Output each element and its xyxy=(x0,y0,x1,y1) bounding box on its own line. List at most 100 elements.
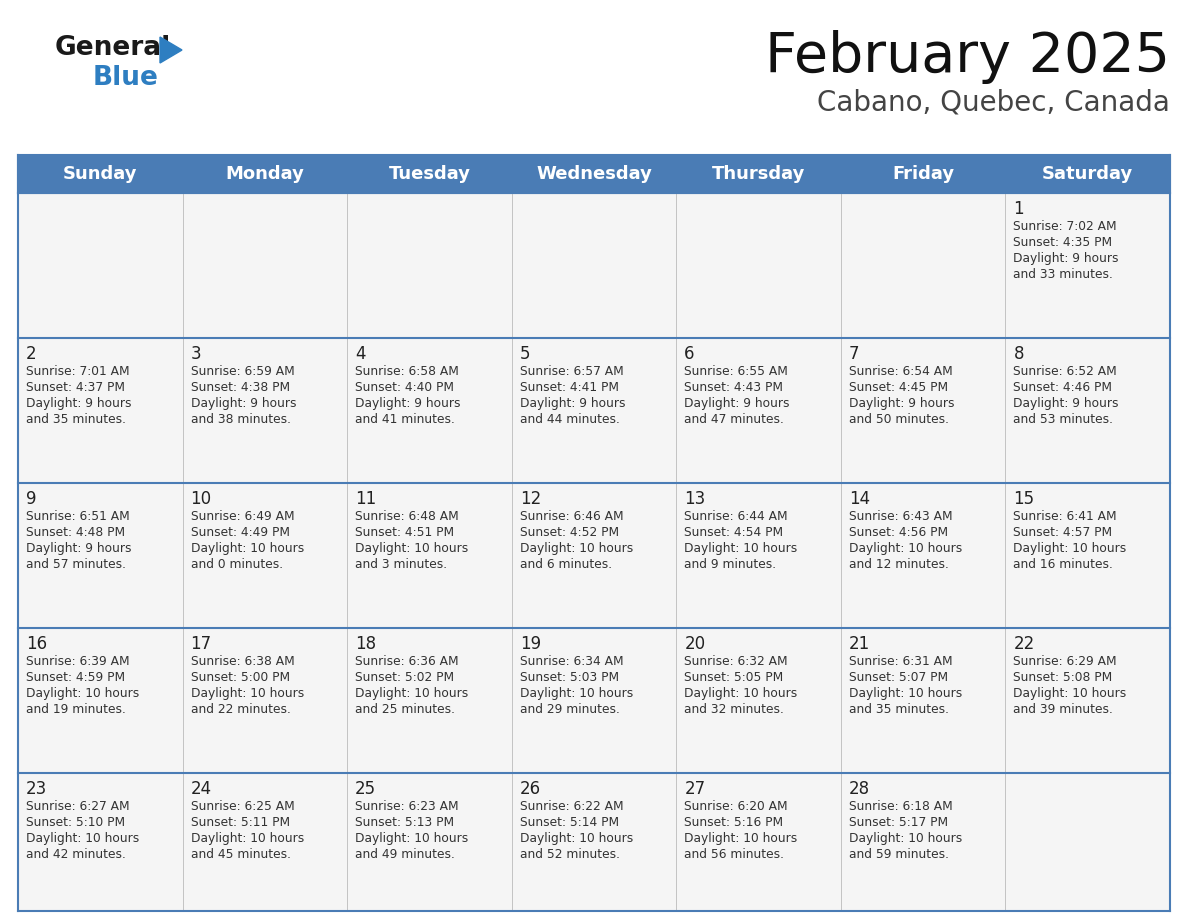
Text: February 2025: February 2025 xyxy=(765,30,1170,84)
Text: Daylight: 9 hours: Daylight: 9 hours xyxy=(190,397,296,410)
Text: and 42 minutes.: and 42 minutes. xyxy=(26,848,126,861)
Polygon shape xyxy=(160,37,182,63)
Text: Sunrise: 6:18 AM: Sunrise: 6:18 AM xyxy=(849,800,953,813)
Text: Sunset: 4:37 PM: Sunset: 4:37 PM xyxy=(26,381,125,394)
Text: Daylight: 9 hours: Daylight: 9 hours xyxy=(26,397,132,410)
Text: and 50 minutes.: and 50 minutes. xyxy=(849,413,949,426)
Text: 8: 8 xyxy=(1013,345,1024,363)
Text: and 12 minutes.: and 12 minutes. xyxy=(849,558,949,571)
Text: Sunset: 5:02 PM: Sunset: 5:02 PM xyxy=(355,671,454,684)
Text: Daylight: 10 hours: Daylight: 10 hours xyxy=(519,687,633,700)
Text: 15: 15 xyxy=(1013,490,1035,508)
Text: Sunset: 5:13 PM: Sunset: 5:13 PM xyxy=(355,816,454,829)
Text: Sunrise: 6:46 AM: Sunrise: 6:46 AM xyxy=(519,510,624,523)
Text: and 44 minutes.: and 44 minutes. xyxy=(519,413,620,426)
Text: 24: 24 xyxy=(190,780,211,798)
Text: and 35 minutes.: and 35 minutes. xyxy=(26,413,126,426)
Text: 21: 21 xyxy=(849,635,870,653)
Text: Daylight: 10 hours: Daylight: 10 hours xyxy=(26,687,139,700)
Text: and 49 minutes.: and 49 minutes. xyxy=(355,848,455,861)
Text: and 29 minutes.: and 29 minutes. xyxy=(519,703,620,716)
Text: Daylight: 10 hours: Daylight: 10 hours xyxy=(519,542,633,555)
Text: 20: 20 xyxy=(684,635,706,653)
Text: Sunday: Sunday xyxy=(63,165,138,183)
Text: Sunset: 4:51 PM: Sunset: 4:51 PM xyxy=(355,526,454,539)
Text: Sunrise: 6:38 AM: Sunrise: 6:38 AM xyxy=(190,655,295,668)
Text: Sunrise: 6:55 AM: Sunrise: 6:55 AM xyxy=(684,365,788,378)
Text: Blue: Blue xyxy=(93,65,159,91)
Text: Daylight: 10 hours: Daylight: 10 hours xyxy=(1013,542,1126,555)
Text: 14: 14 xyxy=(849,490,870,508)
Text: Sunset: 4:54 PM: Sunset: 4:54 PM xyxy=(684,526,783,539)
Text: 1: 1 xyxy=(1013,200,1024,218)
Text: and 52 minutes.: and 52 minutes. xyxy=(519,848,620,861)
Text: 25: 25 xyxy=(355,780,377,798)
Text: Sunset: 5:00 PM: Sunset: 5:00 PM xyxy=(190,671,290,684)
Bar xyxy=(18,155,183,193)
Text: Saturday: Saturday xyxy=(1042,165,1133,183)
Text: and 9 minutes.: and 9 minutes. xyxy=(684,558,777,571)
Text: Sunrise: 6:36 AM: Sunrise: 6:36 AM xyxy=(355,655,459,668)
Bar xyxy=(18,193,1170,338)
Text: Daylight: 9 hours: Daylight: 9 hours xyxy=(355,397,461,410)
Text: Sunset: 4:38 PM: Sunset: 4:38 PM xyxy=(190,381,290,394)
Text: 27: 27 xyxy=(684,780,706,798)
Text: 10: 10 xyxy=(190,490,211,508)
Text: Daylight: 9 hours: Daylight: 9 hours xyxy=(1013,252,1119,265)
Text: and 41 minutes.: and 41 minutes. xyxy=(355,413,455,426)
Text: Sunset: 4:57 PM: Sunset: 4:57 PM xyxy=(1013,526,1112,539)
Text: Sunrise: 6:39 AM: Sunrise: 6:39 AM xyxy=(26,655,129,668)
Text: Sunrise: 7:01 AM: Sunrise: 7:01 AM xyxy=(26,365,129,378)
Text: and 47 minutes.: and 47 minutes. xyxy=(684,413,784,426)
Text: Daylight: 9 hours: Daylight: 9 hours xyxy=(684,397,790,410)
Text: Sunrise: 6:43 AM: Sunrise: 6:43 AM xyxy=(849,510,953,523)
Text: Sunset: 5:10 PM: Sunset: 5:10 PM xyxy=(26,816,125,829)
Text: and 3 minutes.: and 3 minutes. xyxy=(355,558,447,571)
Bar xyxy=(347,155,512,193)
Text: and 53 minutes.: and 53 minutes. xyxy=(1013,413,1113,426)
Text: Tuesday: Tuesday xyxy=(388,165,470,183)
Text: Daylight: 10 hours: Daylight: 10 hours xyxy=(684,542,797,555)
Text: 6: 6 xyxy=(684,345,695,363)
Text: Monday: Monday xyxy=(226,165,304,183)
Text: Sunset: 4:40 PM: Sunset: 4:40 PM xyxy=(355,381,454,394)
Bar xyxy=(676,155,841,193)
Text: 17: 17 xyxy=(190,635,211,653)
Text: 16: 16 xyxy=(26,635,48,653)
Text: Sunset: 4:41 PM: Sunset: 4:41 PM xyxy=(519,381,619,394)
Text: Sunrise: 6:44 AM: Sunrise: 6:44 AM xyxy=(684,510,788,523)
Text: Sunrise: 6:48 AM: Sunrise: 6:48 AM xyxy=(355,510,459,523)
Text: Sunrise: 6:20 AM: Sunrise: 6:20 AM xyxy=(684,800,788,813)
Text: 13: 13 xyxy=(684,490,706,508)
Text: Cabano, Quebec, Canada: Cabano, Quebec, Canada xyxy=(817,88,1170,116)
Text: Sunset: 5:03 PM: Sunset: 5:03 PM xyxy=(519,671,619,684)
Text: Daylight: 10 hours: Daylight: 10 hours xyxy=(190,687,304,700)
Text: Wednesday: Wednesday xyxy=(536,165,652,183)
Text: Sunset: 4:46 PM: Sunset: 4:46 PM xyxy=(1013,381,1112,394)
Text: and 45 minutes.: and 45 minutes. xyxy=(190,848,291,861)
Bar xyxy=(18,773,1170,911)
Text: and 6 minutes.: and 6 minutes. xyxy=(519,558,612,571)
Text: Sunset: 5:14 PM: Sunset: 5:14 PM xyxy=(519,816,619,829)
Text: and 38 minutes.: and 38 minutes. xyxy=(190,413,291,426)
Text: Daylight: 10 hours: Daylight: 10 hours xyxy=(355,542,468,555)
Bar xyxy=(1005,155,1170,193)
Text: 28: 28 xyxy=(849,780,870,798)
Text: 9: 9 xyxy=(26,490,37,508)
Text: Sunset: 4:43 PM: Sunset: 4:43 PM xyxy=(684,381,783,394)
Text: Daylight: 10 hours: Daylight: 10 hours xyxy=(190,542,304,555)
Text: Sunrise: 6:54 AM: Sunrise: 6:54 AM xyxy=(849,365,953,378)
Text: Sunrise: 6:59 AM: Sunrise: 6:59 AM xyxy=(190,365,295,378)
Text: Sunrise: 6:52 AM: Sunrise: 6:52 AM xyxy=(1013,365,1117,378)
Text: Sunrise: 6:32 AM: Sunrise: 6:32 AM xyxy=(684,655,788,668)
Text: Sunrise: 6:34 AM: Sunrise: 6:34 AM xyxy=(519,655,624,668)
Text: Sunset: 4:52 PM: Sunset: 4:52 PM xyxy=(519,526,619,539)
Text: and 32 minutes.: and 32 minutes. xyxy=(684,703,784,716)
Text: and 57 minutes.: and 57 minutes. xyxy=(26,558,126,571)
Text: Daylight: 10 hours: Daylight: 10 hours xyxy=(849,832,962,845)
Text: and 22 minutes.: and 22 minutes. xyxy=(190,703,290,716)
Text: Sunrise: 6:57 AM: Sunrise: 6:57 AM xyxy=(519,365,624,378)
Text: Sunrise: 6:49 AM: Sunrise: 6:49 AM xyxy=(190,510,295,523)
Text: 18: 18 xyxy=(355,635,377,653)
Text: and 39 minutes.: and 39 minutes. xyxy=(1013,703,1113,716)
